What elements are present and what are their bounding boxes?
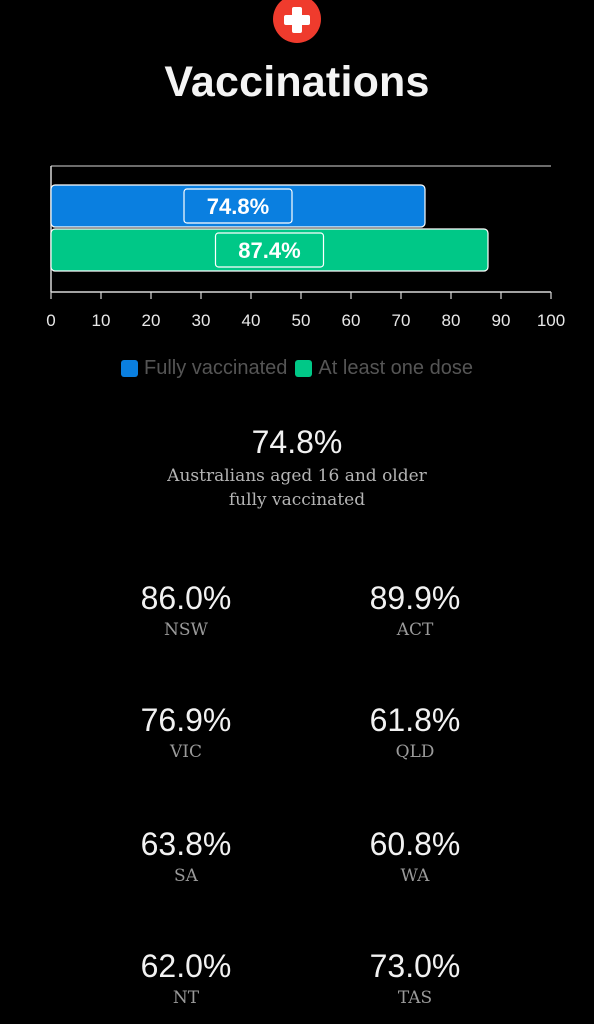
legend-swatch-at-least-one-dose <box>295 360 313 377</box>
state-value: 61.8% <box>369 702 461 738</box>
chart-legend: Fully vaccinated At least one dose <box>0 357 594 380</box>
bar-label-box-0 <box>183 188 293 224</box>
vaccination-bar-chart: 74.8% 87.4% 0 10 20 30 40 50 60 70 80 90 100 <box>46 165 565 330</box>
legend-item-at-least-one-dose[interactable]: At least one dose <box>295 357 473 380</box>
x-tick-label-7: 70 <box>392 311 411 330</box>
x-tick-label-9: 90 <box>492 311 511 330</box>
x-tick-label-8: 80 <box>442 311 461 330</box>
x-tick-label-2: 20 <box>142 311 161 330</box>
state-value: 86.0% <box>140 580 232 616</box>
national-vaccination-rate: 74.8% <box>251 424 343 460</box>
state-stat-nt: 62.0% NT <box>66 946 306 1008</box>
x-tick-label-10: 100 <box>537 311 565 330</box>
state-label: ACT <box>396 620 434 640</box>
state-label: NT <box>172 988 200 1008</box>
state-label: WA <box>400 866 430 886</box>
x-tick-label-1: 10 <box>92 311 111 330</box>
national-vaccination-description: Australians aged 16 and older fully vacc… <box>0 464 594 512</box>
state-stat-sa: 63.8% SA <box>66 824 306 886</box>
state-label: SA <box>174 866 198 886</box>
state-label: QLD <box>395 742 435 762</box>
description-line-2: fully vaccinated <box>228 490 366 510</box>
x-tick-label-3: 30 <box>192 311 211 330</box>
legend-swatch-fully-vaccinated <box>121 360 139 377</box>
state-stat-act: 89.9% ACT <box>295 578 535 640</box>
state-value: 63.8% <box>140 826 232 862</box>
x-tick-label-6: 60 <box>342 311 361 330</box>
red-cross-icon <box>273 0 321 43</box>
state-value: 76.9% <box>140 702 232 738</box>
legend-item-fully-vaccinated[interactable]: Fully vaccinated <box>121 357 287 380</box>
bar-data-label-1: 87.4% <box>238 238 300 263</box>
state-value: 89.9% <box>369 580 461 616</box>
bar-data-label-0: 74.8% <box>207 194 269 219</box>
state-stat-tas: 73.0% TAS <box>295 946 535 1008</box>
state-label: TAS <box>397 988 433 1008</box>
state-stat-vic: 76.9% VIC <box>66 700 306 762</box>
x-tick-label-4: 40 <box>242 311 261 330</box>
page-title: Vaccinations <box>164 58 430 106</box>
state-label: NSW <box>164 620 208 640</box>
bar-label-box-1 <box>214 232 325 268</box>
state-value: 73.0% <box>369 948 461 984</box>
state-stat-nsw: 86.0% NSW <box>66 578 306 640</box>
state-label: VIC <box>170 742 202 762</box>
state-value: 60.8% <box>369 826 461 862</box>
legend-label-fully-vaccinated: Fully vaccinated <box>144 357 288 379</box>
description-line-1: Australians aged 16 and older <box>167 466 427 486</box>
state-stat-wa: 60.8% WA <box>295 824 535 886</box>
x-tick-label-0: 0 <box>46 311 55 330</box>
legend-label-at-least-one-dose: At least one dose <box>318 357 473 379</box>
state-value: 62.0% <box>140 948 232 984</box>
state-stat-qld: 61.8% QLD <box>295 700 535 762</box>
x-tick-label-5: 50 <box>292 311 311 330</box>
